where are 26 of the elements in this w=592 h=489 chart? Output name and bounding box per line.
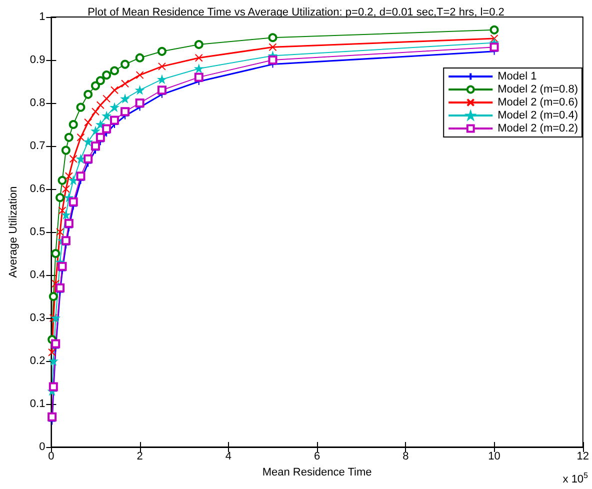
legend-label: Model 2 (m=0.2) <box>498 122 578 134</box>
y-tick-label: 0 <box>39 441 46 453</box>
y-tick-label: 1 <box>39 11 46 23</box>
y-tick-label: 0.4 <box>30 269 46 281</box>
legend-label: Model 2 (m=0.6) <box>498 96 578 108</box>
chart-title: Plot of Mean Residence Time vs Average Utilization: p=0.2, d=0.01 sec,T=2 hrs, l=0.2 <box>88 6 504 18</box>
legend-label: Model 1 <box>498 70 537 82</box>
y-tick-label: 0.9 <box>30 54 46 66</box>
y-tick-label: 0.5 <box>30 226 46 238</box>
x-tick-label: 6 <box>314 450 320 462</box>
y-axis-title: Average Utilization <box>8 186 20 278</box>
y-tick-label: 0.1 <box>30 398 46 410</box>
y-tick-label: 0.6 <box>30 183 46 195</box>
y-tick-label: 0.8 <box>30 97 46 109</box>
legend-label: Model 2 (m=0.8) <box>498 84 578 96</box>
y-tick-label: 0.2 <box>30 355 46 367</box>
y-tick-label: 0.3 <box>30 312 46 324</box>
x-tick-label: 4 <box>225 450 232 462</box>
y-tick-label: 0.7 <box>30 140 46 152</box>
x-tick-label: 2 <box>136 450 143 462</box>
x-tick-label: 12 <box>576 450 590 462</box>
x-tick-label: 10 <box>488 450 500 462</box>
x-axis-title: Mean Residence Time <box>262 466 372 478</box>
legend-label: Model 2 (m=0.4) <box>498 110 578 122</box>
x-tick-label: 0 <box>48 450 54 462</box>
x-tick-label: 8 <box>402 450 409 462</box>
